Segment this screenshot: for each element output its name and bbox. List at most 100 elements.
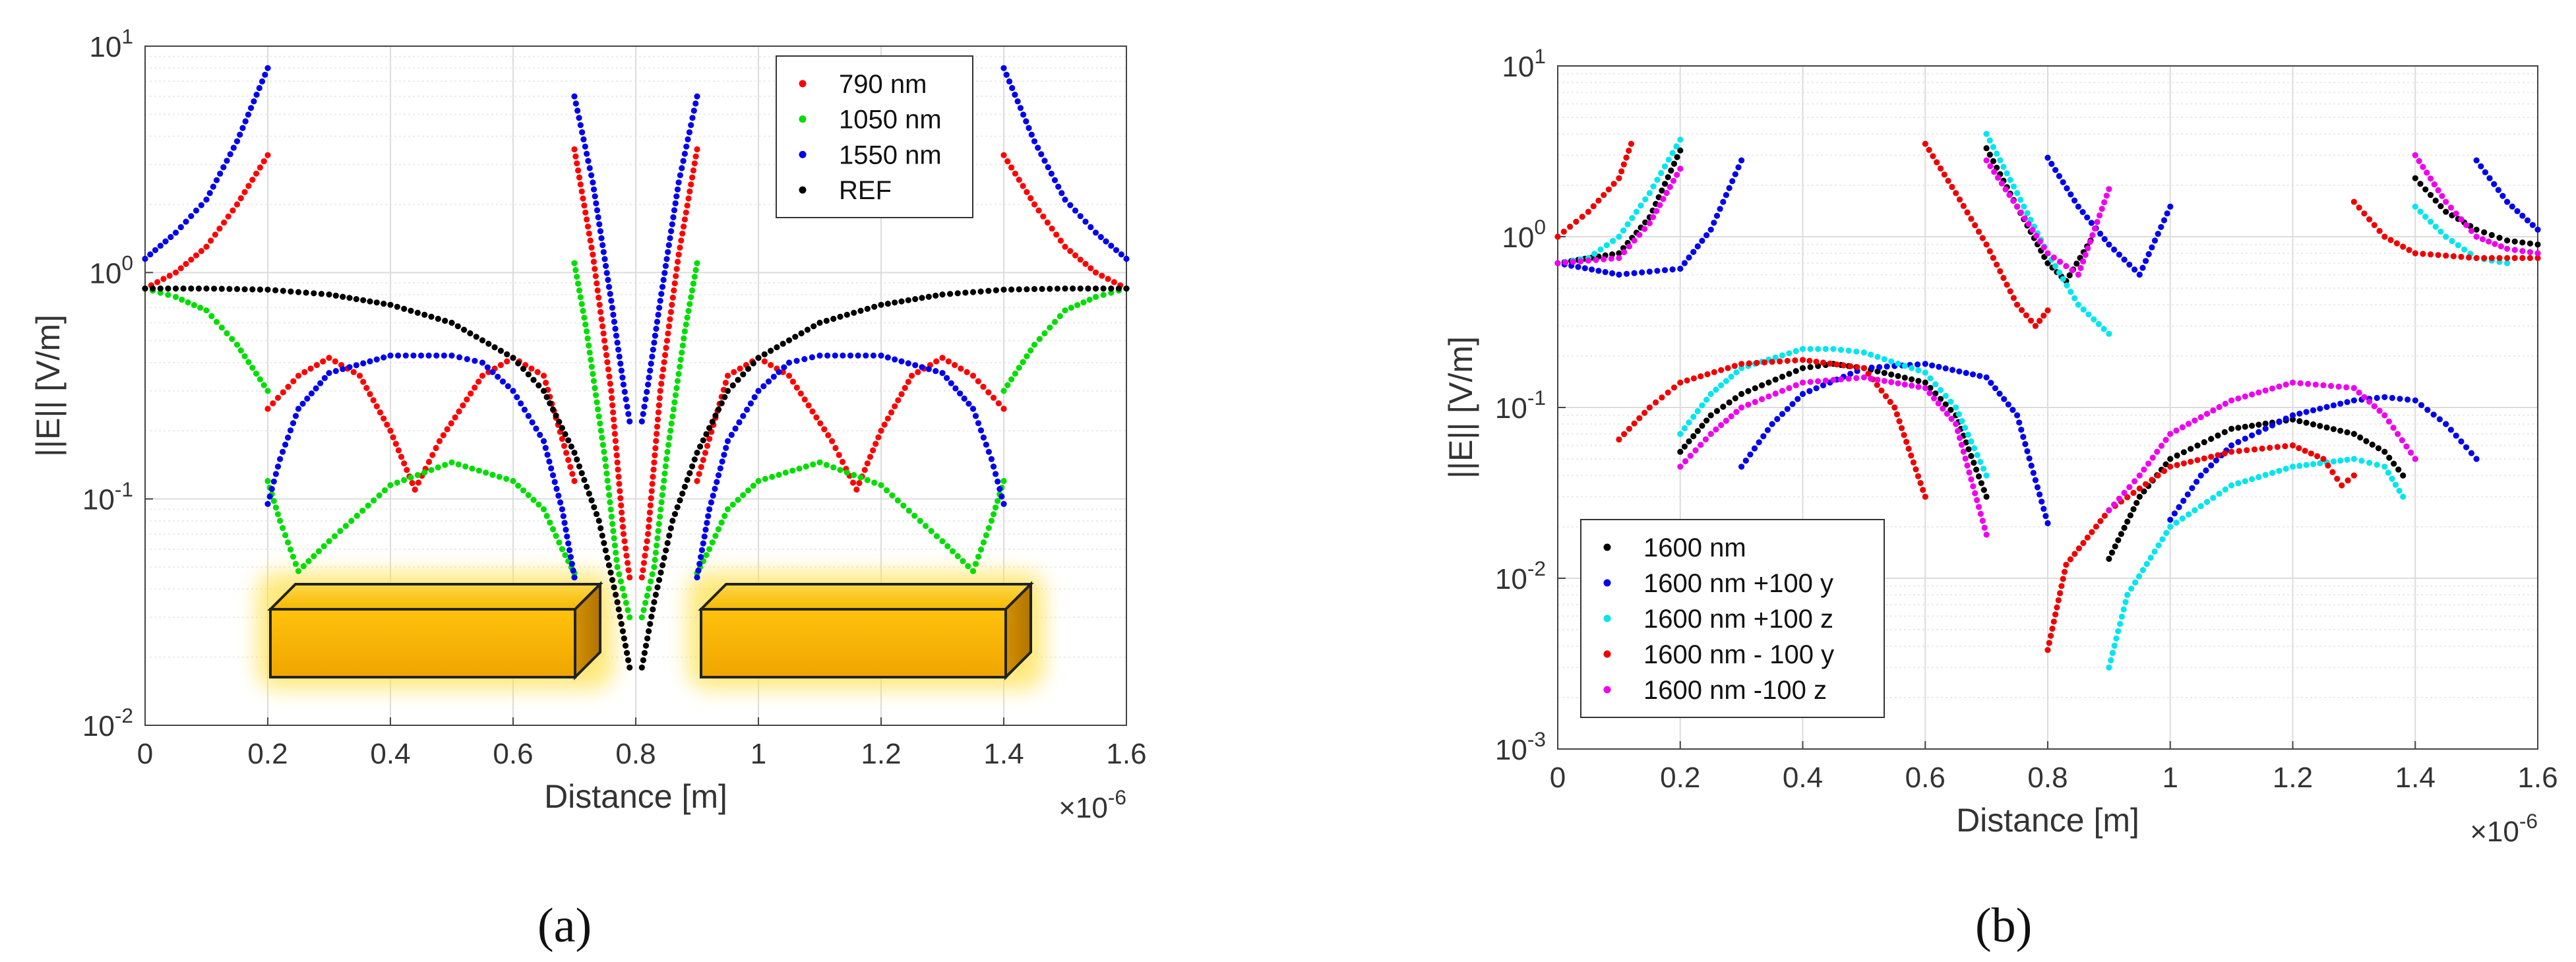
data-point [1608,255,1614,262]
data-point [836,452,842,458]
data-point [765,378,772,385]
data-point [1601,256,1607,262]
data-point [2135,573,2143,580]
data-point [1728,373,1734,380]
data-point [671,511,679,518]
data-point [1868,375,1874,382]
data-point [241,286,248,293]
data-point [1746,360,1752,367]
data-point [596,301,603,308]
legend-marker [1603,686,1611,694]
data-point [261,158,267,165]
data-point [1067,248,1074,255]
data-point [2343,384,2350,391]
data-point [257,376,263,382]
data-point [755,477,762,485]
data-point [1631,237,1638,244]
legend-marker [799,150,807,158]
data-point [750,360,756,367]
data-point [2155,472,2161,479]
data-point [503,475,510,482]
data-point [656,577,663,584]
data-point [2106,186,2112,193]
data-point [505,383,511,390]
data-point [2108,657,2114,664]
data-point [2122,599,2129,605]
data-point [954,553,961,560]
data-point [1669,150,1676,156]
data-point [977,546,985,553]
data-point [2111,501,2118,508]
data-point [1881,378,1887,384]
data-point [1847,363,1854,370]
data-point [694,477,700,485]
data-point [1674,154,1680,160]
data-point [965,563,971,570]
data-point [1888,358,1895,365]
data-point [353,296,359,303]
data-point [789,467,796,474]
data-point [467,330,474,337]
data-point [659,562,666,568]
data-point [559,425,566,431]
data-point [2117,620,2124,627]
data-point [1031,138,1038,144]
data-point [1987,163,1994,169]
data-point [2192,507,2198,514]
data-point [892,403,898,409]
legend-entry: 790 nm [839,70,927,99]
data-point [1827,360,1833,367]
data-point [2066,272,2073,279]
data-point [499,378,506,385]
data-point [851,309,857,316]
data-point [2167,516,2174,523]
data-point [525,492,532,498]
series-1550-nm [142,65,1130,581]
data-point [737,365,743,372]
data-point [394,303,400,310]
data-point [295,568,302,574]
data-point [1738,404,1745,411]
data-point [2188,446,2194,452]
data-point [1789,401,1796,407]
data-point [264,286,271,293]
data-point [857,307,864,314]
data-point [1650,183,1657,190]
data-point [515,483,522,489]
data-point [609,395,615,402]
data-point [2386,454,2393,461]
data-point [1723,192,1729,198]
data-point [567,554,574,560]
data-point [599,323,606,330]
data-point [601,338,608,344]
data-point [2099,206,2105,212]
data-point [2395,466,2402,473]
data-point [657,388,663,394]
data-point [1927,375,1934,382]
data-point [2511,238,2518,245]
data-point [245,359,252,365]
data-point [515,360,522,367]
data-point [2167,431,2174,437]
data-point [1977,458,1984,466]
data-point [641,649,648,656]
y-axis-label: ||E|| [V/m] [1442,336,1479,479]
data-point [2151,548,2158,555]
data-point [612,438,619,444]
data-point [902,384,908,392]
data-point [889,492,896,498]
data-point [698,547,705,554]
data-point [572,266,579,274]
data-point [1623,154,1630,161]
data-point [2037,491,2043,498]
data-point [1934,159,1940,165]
data-point [809,408,816,415]
data-point [2417,208,2424,215]
data-point [1062,243,1068,250]
data-point [610,311,617,318]
data-point [952,385,959,392]
data-point [2028,462,2035,469]
data-point [740,371,747,378]
data-point [1830,346,1837,352]
data-point [983,441,989,448]
